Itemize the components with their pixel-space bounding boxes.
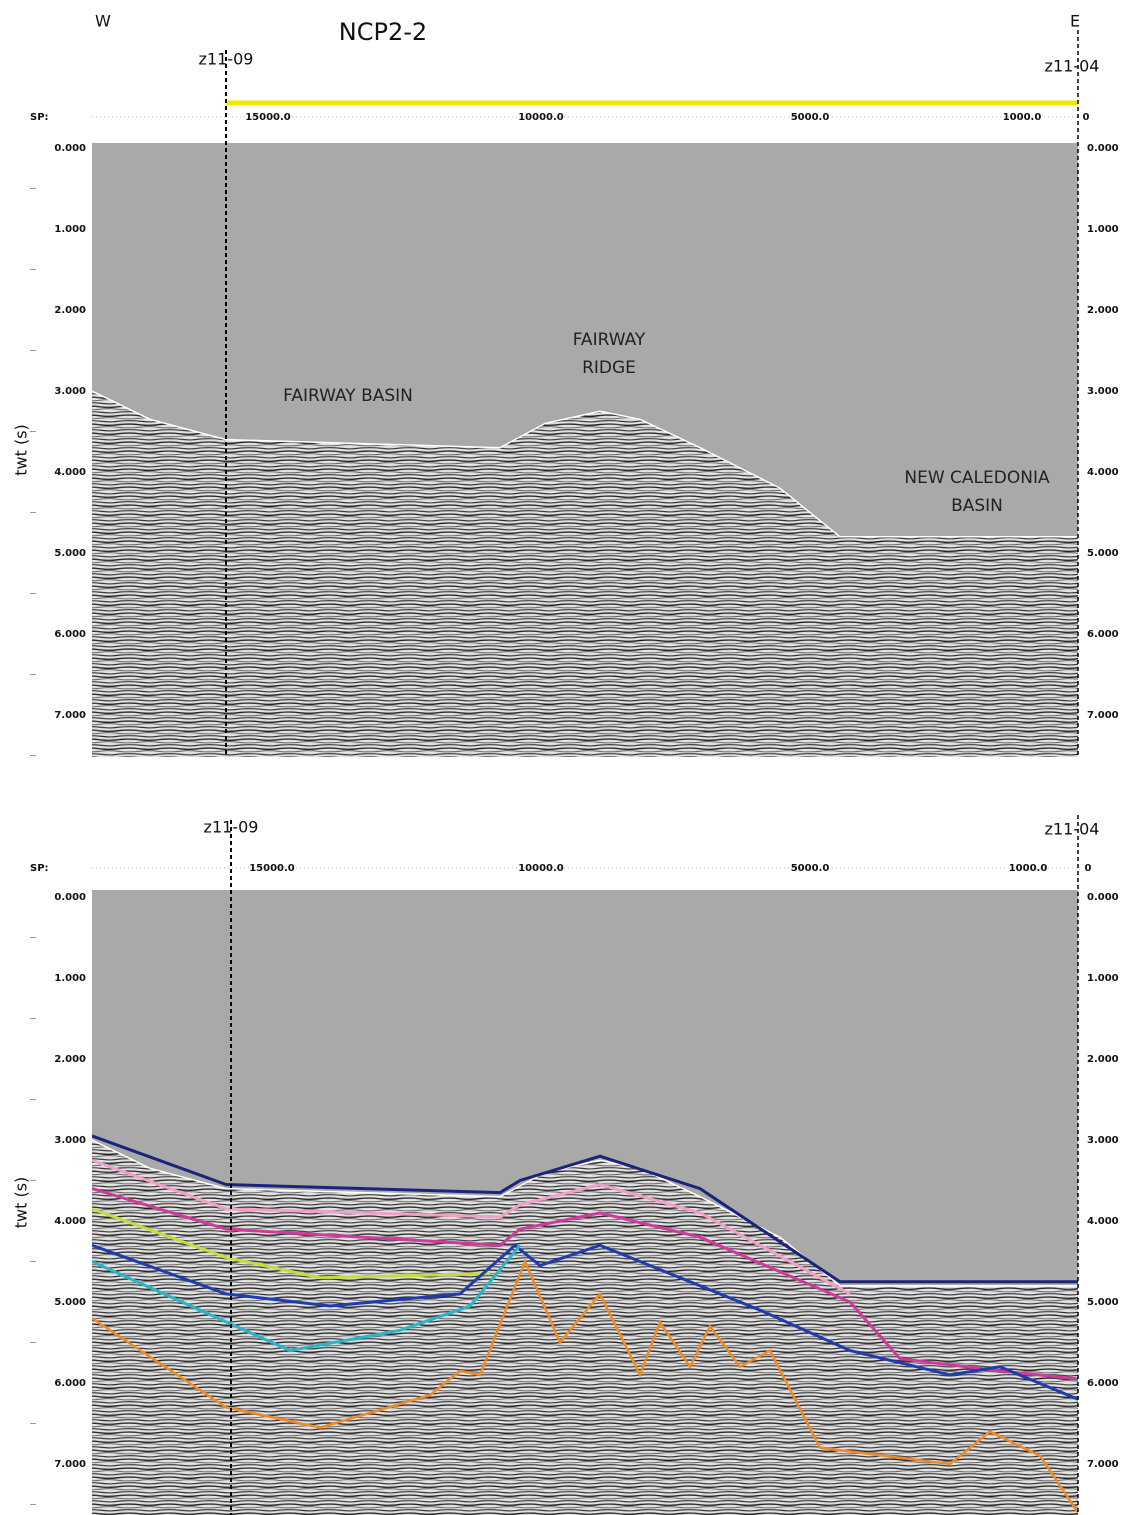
y-tick-label-right: 1.000	[1087, 973, 1119, 984]
horizon	[92, 1158, 851, 1296]
y-tick-label-right: 4.000	[1087, 467, 1119, 478]
horizon	[92, 1244, 522, 1353]
well-label: z11-09	[204, 818, 259, 837]
sp-tick-label: 15000.0	[249, 863, 295, 874]
y-tick-label-right: 2.000	[1087, 305, 1119, 316]
y-tick-label-right: 7.000	[1087, 1459, 1119, 1470]
horizon	[92, 1134, 1078, 1284]
horizon	[92, 1258, 1078, 1514]
y-tick-label: 4.000	[54, 467, 86, 478]
east-label: E	[1070, 12, 1080, 31]
annotation: NEW CALEDONIA	[904, 468, 1050, 488]
y-tick-label: 3.000	[54, 1135, 86, 1146]
sp-tick-label: 5000.0	[791, 112, 830, 123]
y-tick-label: 1.000	[54, 224, 86, 235]
y-tick-label: 3.000	[54, 386, 86, 397]
sp-tick-label: 1000.0	[1009, 863, 1048, 874]
y-axis-label: twt (s)	[12, 1177, 31, 1229]
seafloor	[92, 390, 1078, 538]
section	[92, 143, 1078, 757]
y-tick-label: 0.000	[54, 143, 86, 154]
y-tick-label-right: 6.000	[1087, 629, 1119, 640]
annotation: RIDGE	[582, 358, 636, 378]
y-tick-label-right: 3.000	[1087, 386, 1119, 397]
y-tick-label-right: 4.000	[1087, 1216, 1119, 1227]
y-tick-label-right: 5.000	[1087, 548, 1119, 559]
horizon	[92, 1187, 1078, 1381]
y-tick-label: 0.000	[54, 892, 86, 903]
y-tick-label-right: 0.000	[1087, 892, 1119, 903]
y-tick-label: 6.000	[54, 629, 86, 640]
y-tick-label: 5.000	[54, 1297, 86, 1308]
title: NCP2-2	[339, 18, 427, 46]
well-label: z11-09	[199, 50, 254, 69]
y-tick-label-right: 6.000	[1087, 1378, 1119, 1389]
sp-tick-label: 0	[1085, 863, 1092, 874]
section	[92, 890, 1078, 1515]
y-tick-label-right: 0.000	[1087, 143, 1119, 154]
y-tick-label: 4.000	[54, 1216, 86, 1227]
y-tick-label-right: 5.000	[1087, 1297, 1119, 1308]
seismic-panel	[92, 143, 1078, 757]
y-tick-label: 2.000	[54, 305, 86, 316]
y-tick-label-right: 7.000	[1087, 710, 1119, 721]
annotation: FAIRWAY	[573, 330, 646, 350]
y-tick-label: 5.000	[54, 548, 86, 559]
sp-label: SP:	[30, 863, 49, 874]
well-label: z11-04	[1045, 820, 1100, 839]
sp-tick-label: 10000.0	[518, 112, 564, 123]
sp-tick-label: 15000.0	[245, 112, 291, 123]
seafloor	[92, 1139, 1078, 1287]
y-tick-label: 7.000	[54, 710, 86, 721]
sp-tick-label: 1000.0	[1003, 112, 1042, 123]
annotation: FAIRWAY BASIN	[283, 386, 413, 406]
sp-tick-label: 0	[1083, 112, 1090, 123]
y-tick-label-right: 3.000	[1087, 1135, 1119, 1146]
sediment-noise	[92, 391, 1078, 757]
y-tick-label-right: 1.000	[1087, 224, 1119, 235]
sp-tick-label: 10000.0	[518, 863, 564, 874]
sp-label: SP:	[30, 112, 49, 123]
horizon	[92, 1207, 491, 1280]
annotation: BASIN	[951, 496, 1003, 516]
well-label: z11-04	[1045, 57, 1100, 76]
y-tick-label: 2.000	[54, 1054, 86, 1065]
y-tick-label: 7.000	[54, 1459, 86, 1470]
sp-tick-label: 5000.0	[791, 863, 830, 874]
seismic-panel	[92, 890, 1078, 1515]
y-tick-label: 1.000	[54, 973, 86, 984]
y-tick-label-right: 2.000	[1087, 1054, 1119, 1065]
y-axis-label: twt (s)	[12, 424, 31, 476]
y-tick-label: 6.000	[54, 1378, 86, 1389]
horizon	[92, 1243, 1078, 1401]
west-label: W	[95, 12, 111, 31]
